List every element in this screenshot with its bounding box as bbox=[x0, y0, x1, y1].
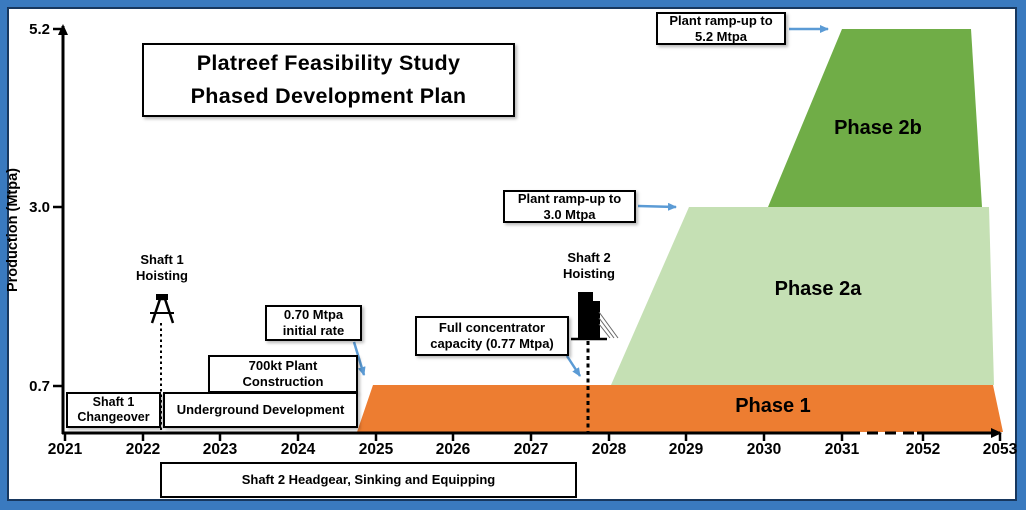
chart-title-line2: Phased Development Plan bbox=[190, 84, 467, 108]
arrow-full-concentrator bbox=[565, 355, 582, 377]
x-tick-2023: 2023 bbox=[202, 441, 238, 458]
annotation-full-concentrator: Full concentrator capacity (0.77 Mtpa) bbox=[415, 316, 569, 356]
phase-2b-area bbox=[768, 29, 982, 207]
annotation-ramp-5-2: Plant ramp-up to 5.2 Mtpa bbox=[656, 12, 786, 45]
shaft-2-tower-icon bbox=[571, 292, 619, 341]
ramp-5-2-line2: 5.2 Mtpa bbox=[694, 28, 747, 44]
shaft1-changeover-line2: Changeover bbox=[77, 410, 150, 424]
ramp-3-0-line1: Plant ramp-up to bbox=[517, 190, 622, 206]
callout-arrows bbox=[352, 25, 829, 377]
x-axis-ticks bbox=[63, 433, 1002, 441]
phase-2a-area bbox=[611, 207, 994, 385]
annotation-ramp-3-0: Plant ramp-up to 3.0 Mtpa bbox=[503, 190, 636, 223]
annotation-plant-construction: 700kt Plant Construction bbox=[208, 355, 358, 393]
x-tick-2022: 2022 bbox=[125, 441, 161, 458]
x-tick-2030: 2030 bbox=[746, 441, 782, 458]
label-phase-2b: Phase 2b bbox=[834, 117, 922, 139]
shaft1-hoisting-line1: Shaft 1 bbox=[140, 252, 184, 267]
shaft1-changeover-line1: Shaft 1 bbox=[92, 394, 135, 409]
x-tick-2026: 2026 bbox=[435, 441, 471, 458]
shaft1-hoisting-line2: Hoisting bbox=[136, 268, 188, 284]
ramp-5-2-line1: Plant ramp-up to bbox=[669, 12, 773, 28]
annotation-initial-rate: 0.70 Mtpa initial rate bbox=[265, 305, 362, 341]
y-tick-3-0: 3.0 bbox=[29, 199, 50, 216]
ramp-3-0-line2: 3.0 Mtpa bbox=[543, 206, 596, 222]
y-tick-0-7: 0.7 bbox=[29, 378, 50, 395]
x-tick-2025: 2025 bbox=[358, 441, 394, 458]
initial-rate-line1: 0.70 Mtpa bbox=[283, 307, 344, 323]
y-axis-title: Production (Mtpa) bbox=[5, 167, 21, 293]
shaft2-hoisting-line1: Shaft 2 bbox=[567, 250, 611, 265]
x-tick-2028: 2028 bbox=[591, 441, 627, 458]
full-concentrator-line2: capacity (0.77 Mtpa) bbox=[430, 336, 554, 351]
x-tick-2029: 2029 bbox=[668, 441, 704, 458]
shaft-1-headframe-icon bbox=[150, 294, 175, 324]
x-tick-2024: 2024 bbox=[280, 441, 316, 458]
plant-construction-line1: 700kt Plant bbox=[248, 358, 318, 374]
label-shaft2-hoisting: Shaft 2 Hoisting bbox=[539, 250, 639, 283]
shaft2-hoisting-line2: Hoisting bbox=[563, 266, 615, 282]
arrow-ramp-3-0 bbox=[637, 202, 677, 211]
y-axis-ticks bbox=[53, 27, 63, 388]
label-phase-1: Phase 1 bbox=[735, 395, 811, 417]
x-tick-2027: 2027 bbox=[513, 441, 549, 458]
arrow-initial-rate bbox=[352, 341, 366, 376]
chart-title-line1: Platreef Feasibility Study bbox=[196, 50, 461, 75]
chart-title-box: Platreef Feasibility Study Phased Develo… bbox=[142, 43, 515, 117]
x-tick-2053: 2053 bbox=[982, 441, 1018, 458]
initial-rate-line2: initial rate bbox=[282, 323, 345, 338]
phase-1-area bbox=[357, 385, 1003, 432]
label-phase-2a: Phase 2a bbox=[774, 278, 862, 300]
underground-development-label: Underground Development bbox=[176, 402, 345, 418]
x-tick-2021: 2021 bbox=[47, 441, 83, 458]
full-concentrator-line1: Full concentrator bbox=[438, 320, 546, 336]
annotation-shaft1-changeover: Shaft 1 Changeover bbox=[66, 392, 161, 428]
shaft2-headgear-label: Shaft 2 Headgear, Sinking and Equipping bbox=[241, 472, 496, 488]
annotation-underground-development: Underground Development bbox=[163, 392, 358, 428]
x-tick-2031: 2031 bbox=[824, 441, 860, 458]
label-shaft1-hoisting: Shaft 1 Hoisting bbox=[112, 252, 212, 285]
x-tick-2052: 2052 bbox=[905, 441, 941, 458]
plant-construction-line2: Construction bbox=[242, 374, 324, 389]
y-tick-5-2: 5.2 bbox=[29, 21, 50, 38]
annotation-shaft2-headgear: Shaft 2 Headgear, Sinking and Equipping bbox=[160, 462, 577, 498]
